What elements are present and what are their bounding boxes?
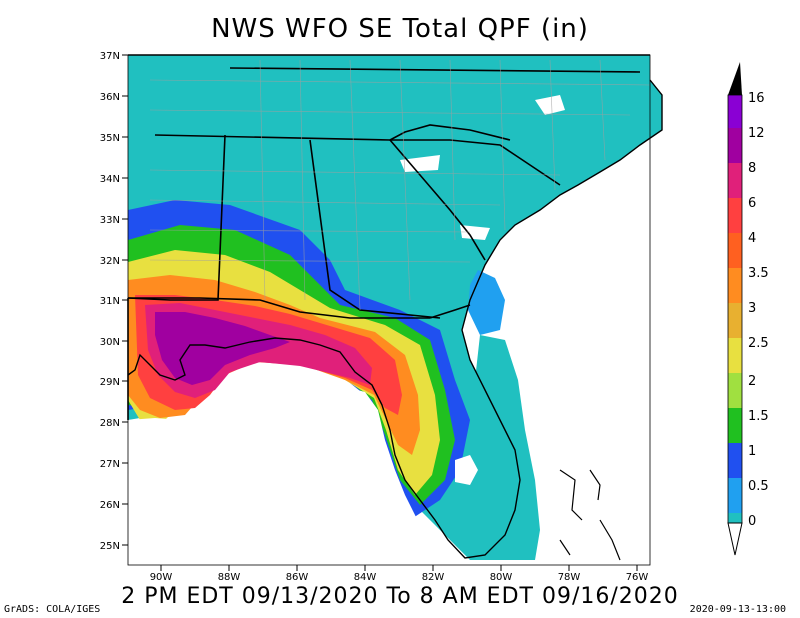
lon-label: 88W xyxy=(218,565,241,583)
legend-swatch xyxy=(728,443,742,478)
lake-2 xyxy=(460,225,490,240)
svg-text:31N: 31N xyxy=(100,296,120,307)
svg-text:36N: 36N xyxy=(100,92,120,103)
atlantic-offshore-band xyxy=(468,270,505,335)
legend-label: 2 xyxy=(748,374,756,389)
gulf-water xyxy=(128,368,445,565)
lon-label: 90W xyxy=(150,565,173,583)
legend-swatch xyxy=(728,303,742,338)
band-purple xyxy=(155,312,290,385)
legend-label: 1.5 xyxy=(748,409,769,424)
lat-label: 36N xyxy=(100,92,128,103)
legend-swatch xyxy=(728,478,742,513)
legend-label: 1 xyxy=(748,444,756,459)
svg-text:37N: 37N xyxy=(100,51,120,62)
lat-label: 37N xyxy=(100,51,128,62)
lon-label: 86W xyxy=(286,565,309,583)
legend-label: 12 xyxy=(748,126,765,141)
legend-label: 6 xyxy=(748,196,756,211)
land-area xyxy=(128,55,662,560)
atlantic-offshore-cyan xyxy=(475,335,540,560)
lat-label: 31N xyxy=(100,296,128,307)
svg-text:34N: 34N xyxy=(100,174,120,185)
latitude-axis: 37N 36N 35N 34N 33N 32N 31N 30N 29N 28N … xyxy=(100,51,128,552)
legend-swatch xyxy=(728,373,742,408)
svg-text:88W: 88W xyxy=(218,572,241,583)
color-legend: 16 12 8 6 4 3.5 3 2.5 2 1.5 1 0.5 0 xyxy=(727,62,769,556)
legend-label: 4 xyxy=(748,231,756,246)
grads-credit: GrADS: COLA/IGES xyxy=(4,604,101,615)
legend-swatch xyxy=(728,198,742,233)
county-lines xyxy=(149,59,651,311)
legend-swatch xyxy=(728,95,742,128)
lat-label: 27N xyxy=(100,459,128,470)
svg-text:26N: 26N xyxy=(100,500,120,511)
issue-time: 2020-09-13-13:00 xyxy=(689,604,786,615)
lon-label: 80W xyxy=(490,565,513,583)
legend-label: 0.5 xyxy=(748,479,769,494)
svg-text:78W: 78W xyxy=(558,572,581,583)
pamlico-sound xyxy=(535,95,565,115)
lat-label: 25N xyxy=(100,541,128,552)
lat-label: 29N xyxy=(100,377,128,388)
lat-label: 26N xyxy=(100,500,128,511)
legend-label: 3 xyxy=(748,301,756,316)
svg-text:32N: 32N xyxy=(100,256,120,267)
svg-text:29N: 29N xyxy=(100,377,120,388)
legend-label: 16 xyxy=(748,91,765,106)
legend-swatch xyxy=(728,163,742,198)
svg-text:30N: 30N xyxy=(100,337,120,348)
svg-text:82W: 82W xyxy=(422,572,445,583)
svg-text:33N: 33N xyxy=(100,215,120,226)
lat-label: 32N xyxy=(100,256,128,267)
lat-label: 33N xyxy=(100,215,128,226)
coastline xyxy=(127,79,663,559)
map-title: NWS WFO SE Total QPF (in) xyxy=(211,14,589,44)
valid-period: 2 PM EDT 09/13/2020 To 8 AM EDT 09/16/20… xyxy=(121,584,679,609)
legend-top-arrow xyxy=(728,62,742,95)
svg-text:80W: 80W xyxy=(490,572,513,583)
legend-swatch xyxy=(728,338,742,373)
map-frame xyxy=(127,54,651,566)
lat-label: 30N xyxy=(100,337,128,348)
svg-text:84W: 84W xyxy=(354,572,377,583)
atlantic-water xyxy=(495,140,650,565)
legend-swatch xyxy=(728,128,742,163)
legend-swatch xyxy=(728,408,742,443)
legend-swatch xyxy=(728,268,742,303)
svg-text:86W: 86W xyxy=(286,572,309,583)
svg-text:35N: 35N xyxy=(100,133,120,144)
lon-label: 76W xyxy=(626,565,649,583)
legend-label: 3.5 xyxy=(748,266,769,281)
svg-text:25N: 25N xyxy=(100,541,120,552)
lon-label: 78W xyxy=(558,565,581,583)
svg-text:76W: 76W xyxy=(626,572,649,583)
bahamas-islands xyxy=(559,469,621,561)
lake-okeechobee xyxy=(455,455,478,485)
legend-label: 0 xyxy=(748,514,756,529)
svg-text:27N: 27N xyxy=(100,459,120,470)
lon-label: 84W xyxy=(354,565,377,583)
lat-label: 28N xyxy=(100,418,128,429)
legend-swatch xyxy=(728,233,742,268)
legend-label: 8 xyxy=(748,161,756,176)
lake-1 xyxy=(400,155,440,172)
svg-text:90W: 90W xyxy=(150,572,173,583)
longitude-axis: 90W 88W 86W 84W 82W 80W 78W 76W xyxy=(150,565,649,583)
lat-label: 35N xyxy=(100,133,128,144)
legend-bottom-arrow xyxy=(727,522,743,556)
lon-label: 82W xyxy=(422,565,445,583)
legend-label: 2.5 xyxy=(748,336,769,351)
legend-swatch xyxy=(728,513,742,523)
lat-label: 34N xyxy=(100,174,128,185)
svg-text:28N: 28N xyxy=(100,418,120,429)
